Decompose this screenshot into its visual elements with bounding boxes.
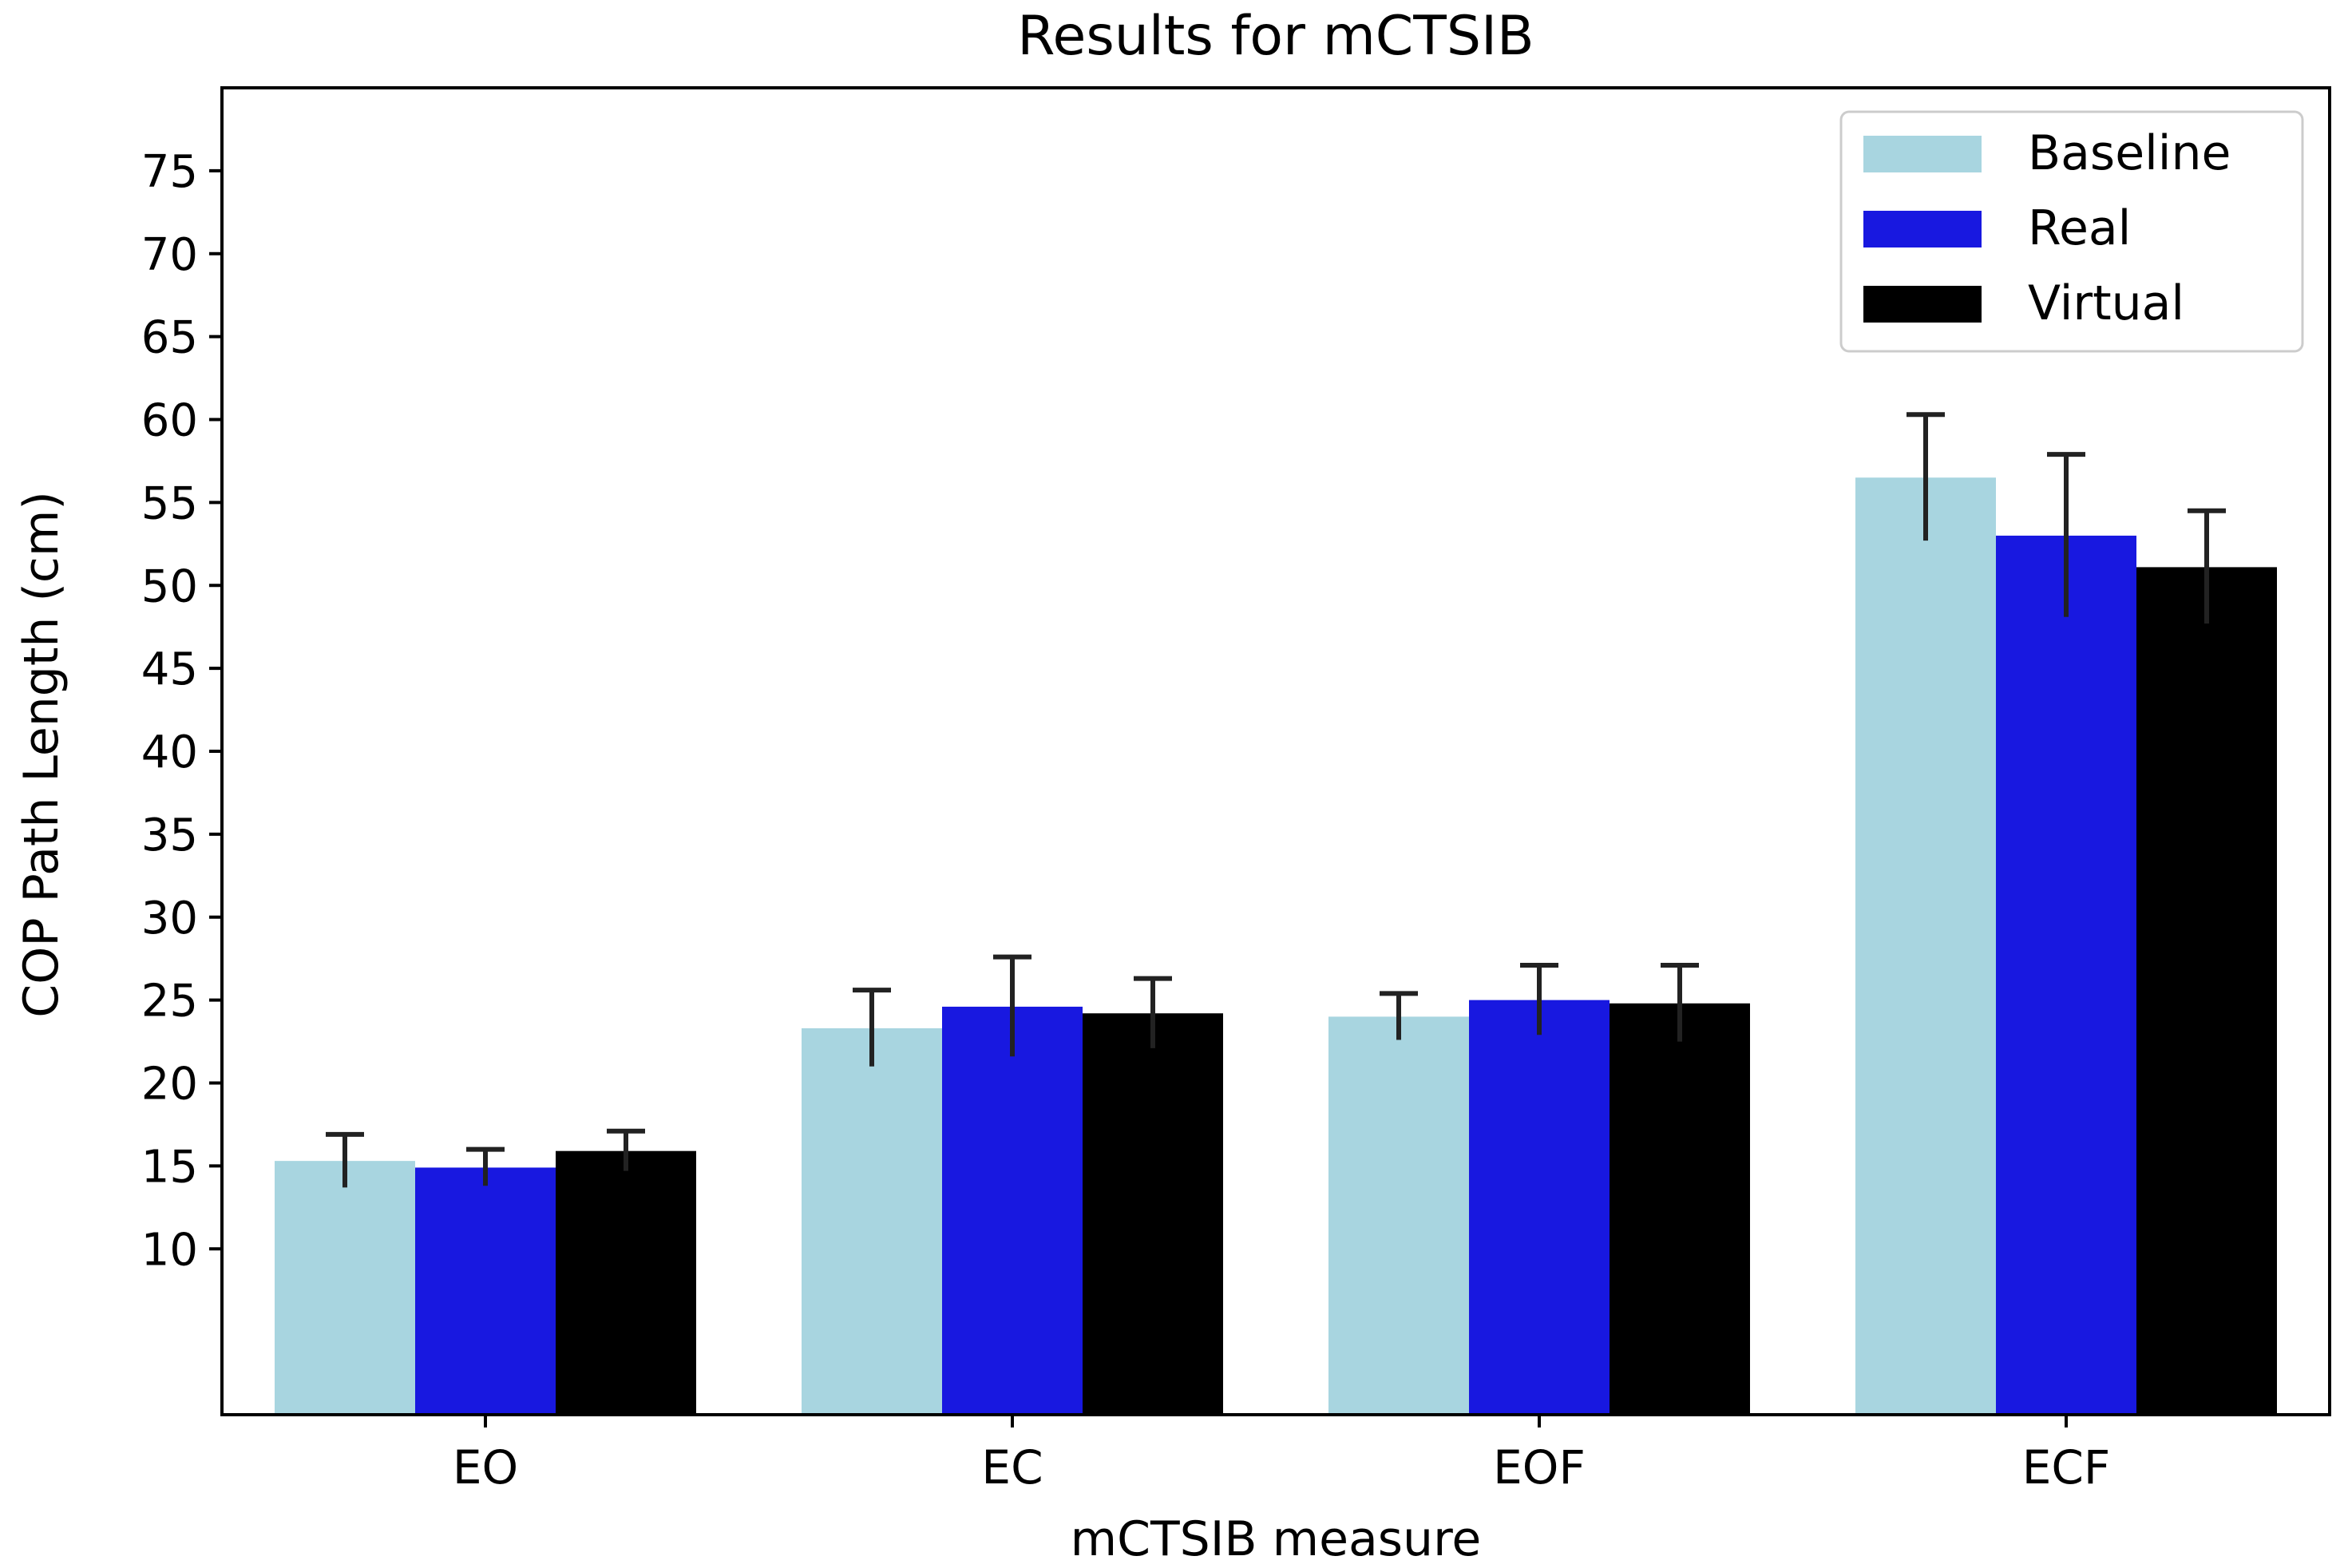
x-tick-label: EO [453,1440,518,1495]
y-tick-label: 15 [141,1141,198,1193]
x-tick-label: EC [981,1440,1043,1495]
x-tick-label: EOF [1493,1440,1586,1495]
bar-real-ec [942,1006,1083,1415]
legend-label-virtual: Virtual [2028,275,2184,331]
bar-virtual-eof [1610,1003,1750,1415]
legend-swatch-baseline [1863,136,1982,172]
y-tick-label: 20 [141,1059,198,1111]
y-tick-label: 55 [141,477,198,529]
y-tick-label: 10 [141,1224,198,1276]
bar-real-eo [415,1167,556,1415]
bar-real-ecf [1996,535,2136,1415]
bar-baseline-ecf [1855,477,1996,1415]
x-axis-title: mCTSIB measure [1071,1511,1482,1567]
y-tick-label: 65 [141,312,198,364]
y-tick-label: 35 [141,810,198,861]
x-tick-label: ECF [2022,1440,2111,1495]
y-axis-title: COP Path Length (cm) [14,491,69,1018]
bars-layer [275,477,2277,1416]
y-tick-label: 30 [141,893,198,944]
bar-virtual-ec [1083,1013,1223,1415]
y-tick-label: 75 [141,146,198,198]
bar-baseline-ec [802,1028,942,1415]
y-tick-label: 50 [141,560,198,612]
bar-real-eof [1469,1000,1610,1415]
x-axis: EO EC EOF ECF [453,1415,2110,1495]
legend-swatch-virtual [1863,286,1982,323]
bar-virtual-ecf [2136,567,2277,1416]
y-tick-label: 25 [141,976,198,1028]
chart-title: Results for mCTSIB [1017,5,1534,68]
y-axis: 10 15 20 25 30 35 40 45 50 55 60 65 70 75 [141,146,222,1276]
y-tick-label: 45 [141,643,198,695]
legend-label-baseline: Baseline [2028,125,2231,181]
legend-swatch-real [1863,211,1982,247]
bar-baseline-eo [275,1161,415,1415]
legend-label-real: Real [2028,200,2131,256]
y-tick-label: 60 [141,395,198,447]
legend: Baseline Real Virtual [1839,110,2304,353]
bar-baseline-eof [1328,1016,1469,1415]
y-tick-label: 40 [141,727,198,778]
error-bars-layer [326,412,2226,1188]
y-tick-label: 70 [141,229,198,281]
bar-virtual-eo [556,1150,696,1415]
